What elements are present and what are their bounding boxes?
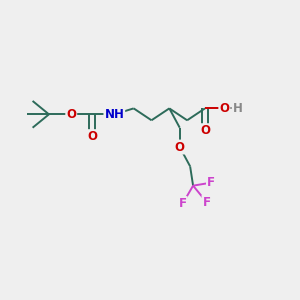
Text: NH: NH <box>104 108 124 121</box>
Text: O: O <box>66 108 76 121</box>
Text: F: F <box>207 176 215 189</box>
Text: O: O <box>200 124 210 137</box>
Text: F: F <box>202 196 211 208</box>
Text: H: H <box>233 102 243 115</box>
Text: O: O <box>219 102 229 115</box>
Text: O: O <box>175 140 185 154</box>
Text: O: O <box>87 130 97 143</box>
Text: F: F <box>179 197 187 210</box>
